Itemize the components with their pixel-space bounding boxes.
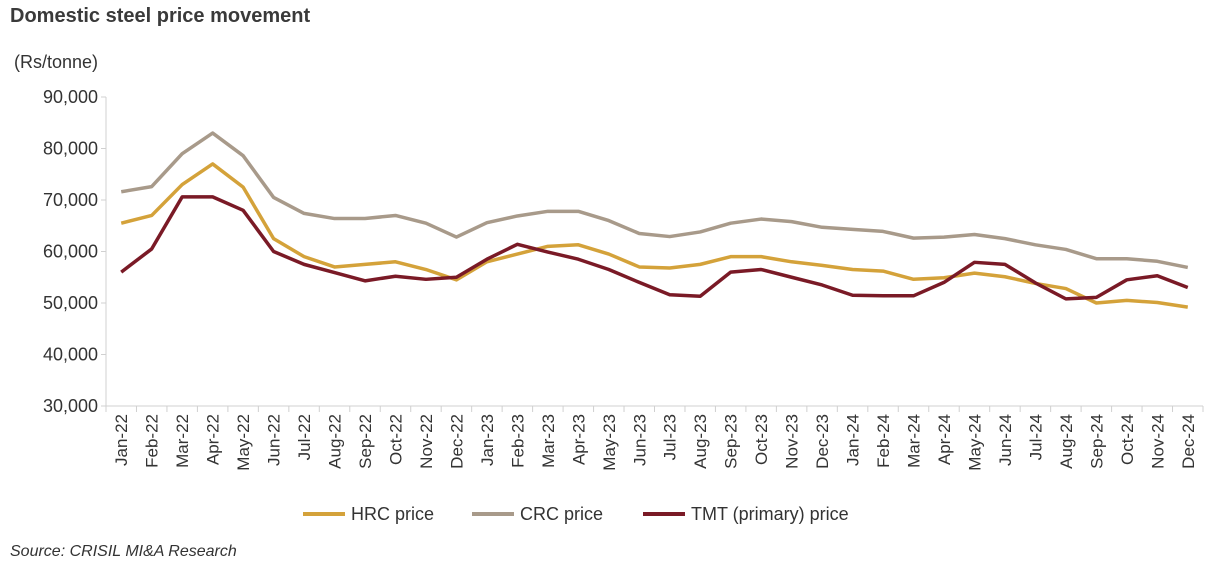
x-tick-label: Jul-23 — [661, 414, 680, 460]
x-tick-label: Oct-24 — [1118, 414, 1137, 465]
x-tick-label: Aug-23 — [691, 414, 710, 469]
x-tick-label: May-22 — [234, 414, 253, 471]
x-tick-label: Apr-22 — [204, 414, 223, 465]
x-tick-label: Mar-22 — [173, 414, 192, 468]
x-tick-label: Mar-24 — [905, 414, 924, 468]
legend-label: CRC price — [520, 504, 603, 524]
y-tick-label: 60,000 — [43, 242, 98, 262]
legend-label: HRC price — [351, 504, 434, 524]
x-tick-label: Aug-24 — [1057, 414, 1076, 469]
series-line-0 — [120, 162, 1189, 309]
x-tick-label: Sep-23 — [722, 414, 741, 469]
x-tick-label: Jan-23 — [478, 414, 497, 466]
x-tick-label: Aug-22 — [326, 414, 345, 469]
x-tick-label: Nov-23 — [783, 414, 802, 469]
x-tick-label: Nov-22 — [417, 414, 436, 469]
x-tick-label: Jul-24 — [1026, 414, 1045, 460]
x-tick-label: Mar-23 — [539, 414, 558, 468]
x-tick-label: Feb-22 — [143, 414, 162, 468]
x-tick-label: May-23 — [600, 414, 619, 471]
x-tick-label: Jun-24 — [996, 414, 1015, 466]
series-line-1 — [120, 131, 1189, 270]
x-tick-label: Jan-24 — [844, 414, 863, 466]
legend-label: TMT (primary) price — [691, 504, 849, 524]
x-tick-label: Feb-24 — [874, 414, 893, 468]
x-tick-label: Jul-22 — [295, 414, 314, 460]
x-tick-label: Dec-24 — [1179, 414, 1198, 469]
x-tick-label: Apr-23 — [569, 414, 588, 465]
x-tick-label: May-24 — [965, 414, 984, 471]
x-tick-label: Feb-23 — [508, 414, 527, 468]
y-tick-label: 90,000 — [43, 87, 98, 107]
x-tick-label: Dec-23 — [813, 414, 832, 469]
x-tick-label: Dec-22 — [447, 414, 466, 469]
series-line-2 — [120, 195, 1189, 301]
chart-title: Domestic steel price movement — [10, 5, 311, 27]
x-tick-label: Jan-22 — [112, 414, 131, 466]
source-note: Source: CRISIL MI&A Research — [10, 543, 237, 560]
x-tick-label: Jun-22 — [265, 414, 284, 466]
y-axis-label: (Rs/tonne) — [14, 52, 98, 72]
x-tick-label: Sep-24 — [1087, 414, 1106, 469]
x-tick-label: Jun-23 — [630, 414, 649, 466]
y-tick-label: 40,000 — [43, 345, 98, 365]
x-tick-label: Oct-23 — [752, 414, 771, 465]
y-tick-label: 80,000 — [43, 139, 98, 159]
x-tick-label: Oct-22 — [386, 414, 405, 465]
x-tick-label: Sep-22 — [356, 414, 375, 469]
x-tick-label: Apr-24 — [935, 414, 954, 465]
x-tick-label: Nov-24 — [1148, 414, 1167, 469]
y-tick-label: 70,000 — [43, 190, 98, 210]
y-tick-label: 30,000 — [43, 396, 98, 416]
y-tick-label: 50,000 — [43, 293, 98, 313]
